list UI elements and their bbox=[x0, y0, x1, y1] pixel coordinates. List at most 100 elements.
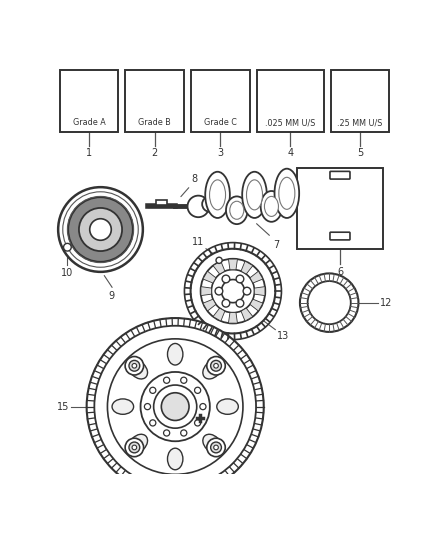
Text: 15: 15 bbox=[57, 401, 69, 411]
Bar bbox=[297, 168, 383, 249]
Text: .025 MM U/S: .025 MM U/S bbox=[265, 118, 315, 127]
Circle shape bbox=[163, 430, 170, 436]
Circle shape bbox=[58, 187, 143, 272]
Circle shape bbox=[212, 270, 254, 313]
Bar bbox=[60, 70, 118, 132]
Circle shape bbox=[236, 275, 244, 283]
Ellipse shape bbox=[279, 177, 295, 209]
Text: 8: 8 bbox=[191, 174, 198, 184]
Circle shape bbox=[194, 420, 201, 426]
Circle shape bbox=[107, 339, 243, 474]
Circle shape bbox=[300, 273, 358, 332]
Circle shape bbox=[90, 219, 111, 240]
Text: 6: 6 bbox=[337, 267, 343, 277]
Circle shape bbox=[194, 387, 201, 393]
Polygon shape bbox=[250, 271, 263, 283]
Polygon shape bbox=[213, 308, 225, 321]
Circle shape bbox=[222, 300, 230, 307]
Circle shape bbox=[214, 445, 218, 450]
Circle shape bbox=[202, 196, 218, 212]
Circle shape bbox=[161, 393, 189, 421]
Polygon shape bbox=[203, 299, 216, 311]
Ellipse shape bbox=[205, 172, 230, 218]
Circle shape bbox=[236, 300, 244, 307]
Polygon shape bbox=[241, 261, 253, 274]
Circle shape bbox=[141, 372, 210, 441]
Ellipse shape bbox=[230, 201, 244, 219]
Circle shape bbox=[132, 364, 137, 368]
Text: .25 MM U/S: .25 MM U/S bbox=[337, 118, 383, 127]
Bar bbox=[257, 70, 324, 132]
Circle shape bbox=[154, 385, 197, 428]
Ellipse shape bbox=[209, 180, 226, 210]
Polygon shape bbox=[203, 271, 216, 283]
Polygon shape bbox=[213, 261, 225, 274]
Circle shape bbox=[191, 249, 276, 334]
Polygon shape bbox=[241, 308, 253, 321]
Text: Grade A: Grade A bbox=[73, 118, 105, 127]
Circle shape bbox=[221, 280, 244, 303]
Text: Grade B: Grade B bbox=[138, 118, 171, 127]
Circle shape bbox=[222, 275, 230, 283]
Polygon shape bbox=[201, 287, 212, 296]
Ellipse shape bbox=[265, 196, 279, 216]
Ellipse shape bbox=[203, 434, 222, 453]
Circle shape bbox=[201, 259, 265, 324]
Ellipse shape bbox=[203, 360, 222, 379]
Circle shape bbox=[125, 357, 144, 375]
Circle shape bbox=[181, 377, 187, 383]
Ellipse shape bbox=[112, 399, 134, 414]
Text: 3: 3 bbox=[217, 148, 223, 158]
Circle shape bbox=[214, 364, 218, 368]
Polygon shape bbox=[229, 259, 237, 270]
Circle shape bbox=[200, 403, 206, 410]
Circle shape bbox=[125, 438, 144, 457]
Circle shape bbox=[215, 287, 223, 295]
Bar bbox=[125, 70, 184, 132]
Circle shape bbox=[216, 257, 222, 263]
Polygon shape bbox=[250, 299, 263, 311]
Text: 9: 9 bbox=[108, 291, 114, 301]
Ellipse shape bbox=[167, 448, 183, 470]
Bar bbox=[156, 200, 167, 205]
Circle shape bbox=[64, 244, 71, 251]
Text: Grade C: Grade C bbox=[204, 118, 237, 127]
Circle shape bbox=[79, 208, 122, 251]
Ellipse shape bbox=[226, 196, 247, 224]
Circle shape bbox=[94, 326, 256, 488]
Bar bbox=[331, 70, 389, 132]
Circle shape bbox=[181, 430, 187, 436]
Circle shape bbox=[129, 442, 140, 453]
Ellipse shape bbox=[242, 172, 267, 218]
Circle shape bbox=[211, 442, 222, 453]
Text: 11: 11 bbox=[192, 237, 205, 247]
Ellipse shape bbox=[261, 191, 282, 222]
Circle shape bbox=[150, 387, 156, 393]
Bar bbox=[191, 70, 250, 132]
Circle shape bbox=[129, 360, 140, 371]
Text: 4: 4 bbox=[287, 148, 293, 158]
Circle shape bbox=[163, 377, 170, 383]
Circle shape bbox=[68, 197, 133, 262]
Circle shape bbox=[145, 403, 151, 410]
Circle shape bbox=[307, 281, 351, 324]
Circle shape bbox=[207, 357, 225, 375]
Text: 7: 7 bbox=[273, 239, 279, 249]
Text: 12: 12 bbox=[380, 297, 392, 308]
Circle shape bbox=[150, 420, 156, 426]
FancyBboxPatch shape bbox=[330, 232, 350, 240]
Ellipse shape bbox=[275, 168, 299, 218]
Circle shape bbox=[87, 318, 264, 495]
Ellipse shape bbox=[129, 360, 148, 379]
Ellipse shape bbox=[247, 180, 262, 210]
Text: 2: 2 bbox=[152, 148, 158, 158]
Text: 13: 13 bbox=[277, 331, 289, 341]
Circle shape bbox=[187, 196, 209, 217]
Polygon shape bbox=[229, 312, 237, 323]
FancyBboxPatch shape bbox=[330, 172, 350, 179]
Ellipse shape bbox=[129, 434, 148, 453]
Circle shape bbox=[207, 438, 225, 457]
Circle shape bbox=[211, 360, 222, 371]
Ellipse shape bbox=[167, 343, 183, 365]
Text: 10: 10 bbox=[61, 268, 74, 278]
